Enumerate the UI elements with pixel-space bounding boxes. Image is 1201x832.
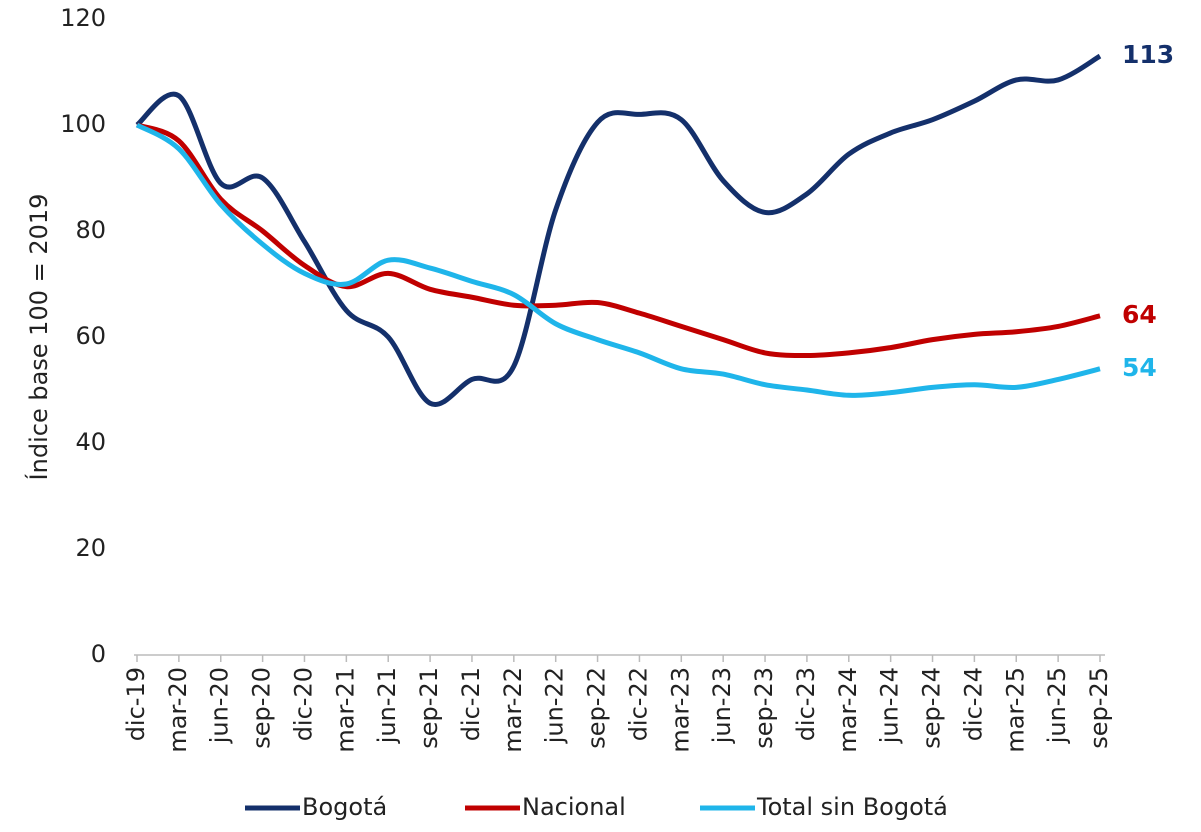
x-tick-label: mar-22 xyxy=(499,667,527,753)
series-line xyxy=(136,122,1101,359)
x-tick-label: mar-25 xyxy=(1001,667,1029,753)
x-tick-label: jun-21 xyxy=(373,667,401,744)
series-line xyxy=(135,53,1102,407)
x-tick-label: dic-21 xyxy=(457,667,485,741)
x-tick-label: mar-23 xyxy=(666,667,694,753)
legend-label: Nacional xyxy=(522,793,626,821)
legend-label: Total sin Bogotá xyxy=(756,793,948,821)
legend-label: Bogotá xyxy=(302,793,387,821)
y-tick-label: 60 xyxy=(75,322,106,350)
x-tick-label: jun-24 xyxy=(876,667,904,744)
x-tick-label: sep-23 xyxy=(750,667,778,749)
y-tick-label: 0 xyxy=(91,640,106,668)
x-tick-label: sep-20 xyxy=(248,667,276,749)
y-tick-label: 80 xyxy=(75,216,106,244)
x-tick-label: mar-24 xyxy=(834,667,862,753)
x-tick-label: sep-25 xyxy=(1085,667,1113,749)
x-tick-label: sep-21 xyxy=(415,667,443,749)
x-tick-label: dic-22 xyxy=(624,667,652,741)
y-axis-label: Índice base 100 = 2019 xyxy=(24,194,53,481)
x-tick-label: jun-22 xyxy=(541,667,569,744)
y-tick-label: 100 xyxy=(60,110,106,138)
end-label: 54 xyxy=(1122,353,1157,382)
x-tick-label: sep-22 xyxy=(583,667,611,749)
x-tick-label: jun-23 xyxy=(708,667,736,744)
end-label: 64 xyxy=(1122,300,1157,329)
x-tick-label: jun-20 xyxy=(206,667,234,744)
x-tick-label: dic-20 xyxy=(289,667,317,741)
series-line xyxy=(135,122,1101,398)
y-tick-label: 20 xyxy=(75,534,106,562)
x-tick-label: jun-25 xyxy=(1043,667,1071,744)
x-tick-label: mar-20 xyxy=(164,667,192,753)
x-tick-label: sep-24 xyxy=(918,667,946,749)
x-tick-label: dic-24 xyxy=(959,667,987,741)
y-tick-label: 40 xyxy=(75,428,106,456)
x-tick-label: dic-23 xyxy=(792,667,820,741)
x-tick-label: mar-21 xyxy=(331,667,359,753)
y-tick-label: 120 xyxy=(60,4,106,32)
x-tick-label: dic-19 xyxy=(122,667,150,741)
end-label: 113 xyxy=(1122,40,1174,69)
